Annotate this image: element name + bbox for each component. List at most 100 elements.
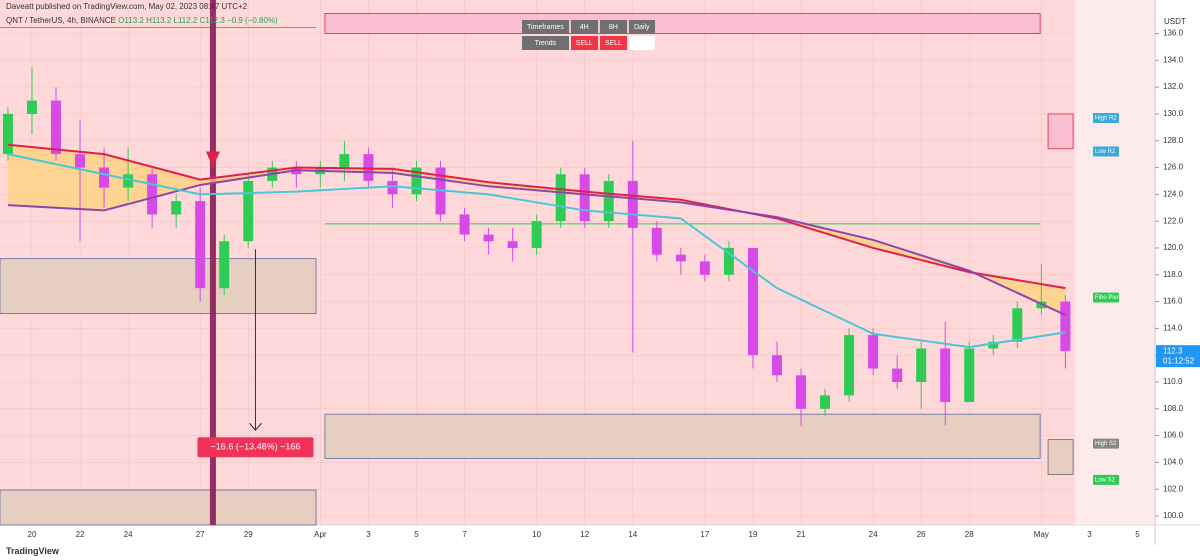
pivot-label: Low S2 (1095, 477, 1116, 483)
signal-bar (209, 0, 216, 525)
y-tick-label: 128.0 (1163, 136, 1184, 145)
candle-body (459, 214, 470, 235)
candle-body (507, 241, 518, 248)
y-tick-label: 100.0 (1163, 511, 1184, 520)
candle-body (892, 368, 903, 382)
candle-body (988, 341, 999, 349)
trend-table: Timeframes 4H 8H Daily Trends SELL SELL (520, 18, 657, 52)
candle-body (50, 100, 61, 155)
x-tick-label: 3 (366, 530, 371, 539)
candle-body (243, 180, 254, 242)
x-tick-label: Apr (314, 530, 327, 539)
zone (324, 13, 1041, 34)
y-axis-label: USDT (1164, 17, 1186, 26)
candle-body (147, 174, 158, 215)
x-tick-label: 22 (76, 530, 85, 539)
table-cell: 8H (599, 20, 627, 34)
x-tick-label: 17 (700, 530, 709, 539)
pivot-label: Fibo Pivot (1095, 295, 1122, 301)
pivot-label-box (1093, 146, 1119, 157)
candle-body (675, 254, 686, 262)
y-tick-label: 106.0 (1163, 431, 1184, 440)
candle-body (555, 174, 566, 222)
table-row: Trends SELL SELL (522, 36, 655, 50)
moving-average (7, 153, 1066, 349)
table-cell: Trends (522, 36, 569, 50)
measure-arrowhead (249, 422, 262, 432)
x-tick-label: 24 (869, 530, 878, 539)
moving-average (7, 169, 1066, 316)
x-tick-label: 5 (1135, 530, 1140, 539)
y-tick-label: 102.0 (1163, 484, 1184, 493)
candle-body (579, 174, 590, 222)
x-tick-label: 24 (124, 530, 133, 539)
candle-body (1012, 308, 1023, 342)
candle-body (195, 201, 206, 289)
x-tick-label: 19 (749, 530, 758, 539)
publisher: Daveatt published on TradingView.com, Ma… (6, 2, 248, 11)
x-tick-label: 20 (28, 530, 37, 539)
candle-body (123, 174, 134, 188)
y-tick-label: 120.0 (1163, 243, 1184, 252)
candle-body (627, 180, 638, 228)
ma-band (7, 144, 1066, 315)
y-tick-label: 116.0 (1163, 297, 1183, 306)
y-tick-label: 118.0 (1163, 270, 1183, 279)
measure-label-box (197, 437, 314, 458)
y-tick-label: 114.0 (1163, 323, 1183, 332)
pivot-label-box (1093, 112, 1119, 123)
candle-body (940, 348, 951, 403)
y-tick-label: 132.0 (1163, 82, 1184, 91)
x-tick-label: 7 (462, 530, 467, 539)
y-tick-label: 108.0 (1163, 404, 1184, 413)
y-tick-label: 110.0 (1163, 377, 1183, 386)
measure-label: −16.6 (−13.48%) −166 (211, 442, 301, 452)
candle-body (26, 100, 37, 114)
moving-average (7, 143, 1066, 290)
right-margin (1075, 0, 1155, 525)
candle-body (820, 395, 831, 409)
candle-body (868, 335, 879, 369)
candle-body (603, 180, 614, 222)
candle-body (699, 261, 710, 275)
candle-body (747, 247, 758, 356)
candle-body (1060, 301, 1071, 352)
candle-body (964, 348, 975, 403)
candle-body (916, 348, 927, 382)
candle-body (844, 335, 855, 396)
symbol: QNT / TetherUS, 4h, BINANCE (6, 16, 116, 25)
candle-body (483, 234, 494, 242)
pivot-label-box (1093, 438, 1119, 449)
table-cell: Timeframes (522, 20, 569, 34)
candle-body (387, 180, 398, 195)
y-tick-label: 126.0 (1163, 163, 1184, 172)
last-price-tag (1156, 345, 1200, 368)
table-cell (628, 36, 655, 50)
x-tick-label: 14 (628, 530, 637, 539)
pivot-label-box (1093, 292, 1119, 303)
table-row: Timeframes 4H 8H Daily (522, 20, 655, 34)
candle-body (219, 241, 230, 289)
candle-body (771, 355, 782, 376)
y-tick-label: 134.0 (1163, 55, 1184, 64)
zone (0, 258, 317, 315)
table-cell: SELL (599, 36, 627, 50)
candle-body (531, 221, 542, 248)
x-tick-label: 12 (580, 530, 589, 539)
pivot-label: High S2 (1095, 441, 1117, 447)
x-tick-label: 3 (1087, 530, 1092, 539)
candle-body (411, 167, 422, 195)
footer: TradingView (6, 546, 59, 556)
pivot-label-box (1093, 474, 1119, 485)
zone (324, 413, 1041, 459)
candle-body (723, 247, 734, 275)
candle-body (339, 154, 350, 168)
table-cell: 4H (570, 20, 598, 34)
zone (1047, 113, 1074, 150)
candle-body (796, 375, 807, 409)
x-tick-label: May (1034, 530, 1049, 539)
x-tick-label: 10 (532, 530, 541, 539)
candle-body (363, 154, 374, 181)
